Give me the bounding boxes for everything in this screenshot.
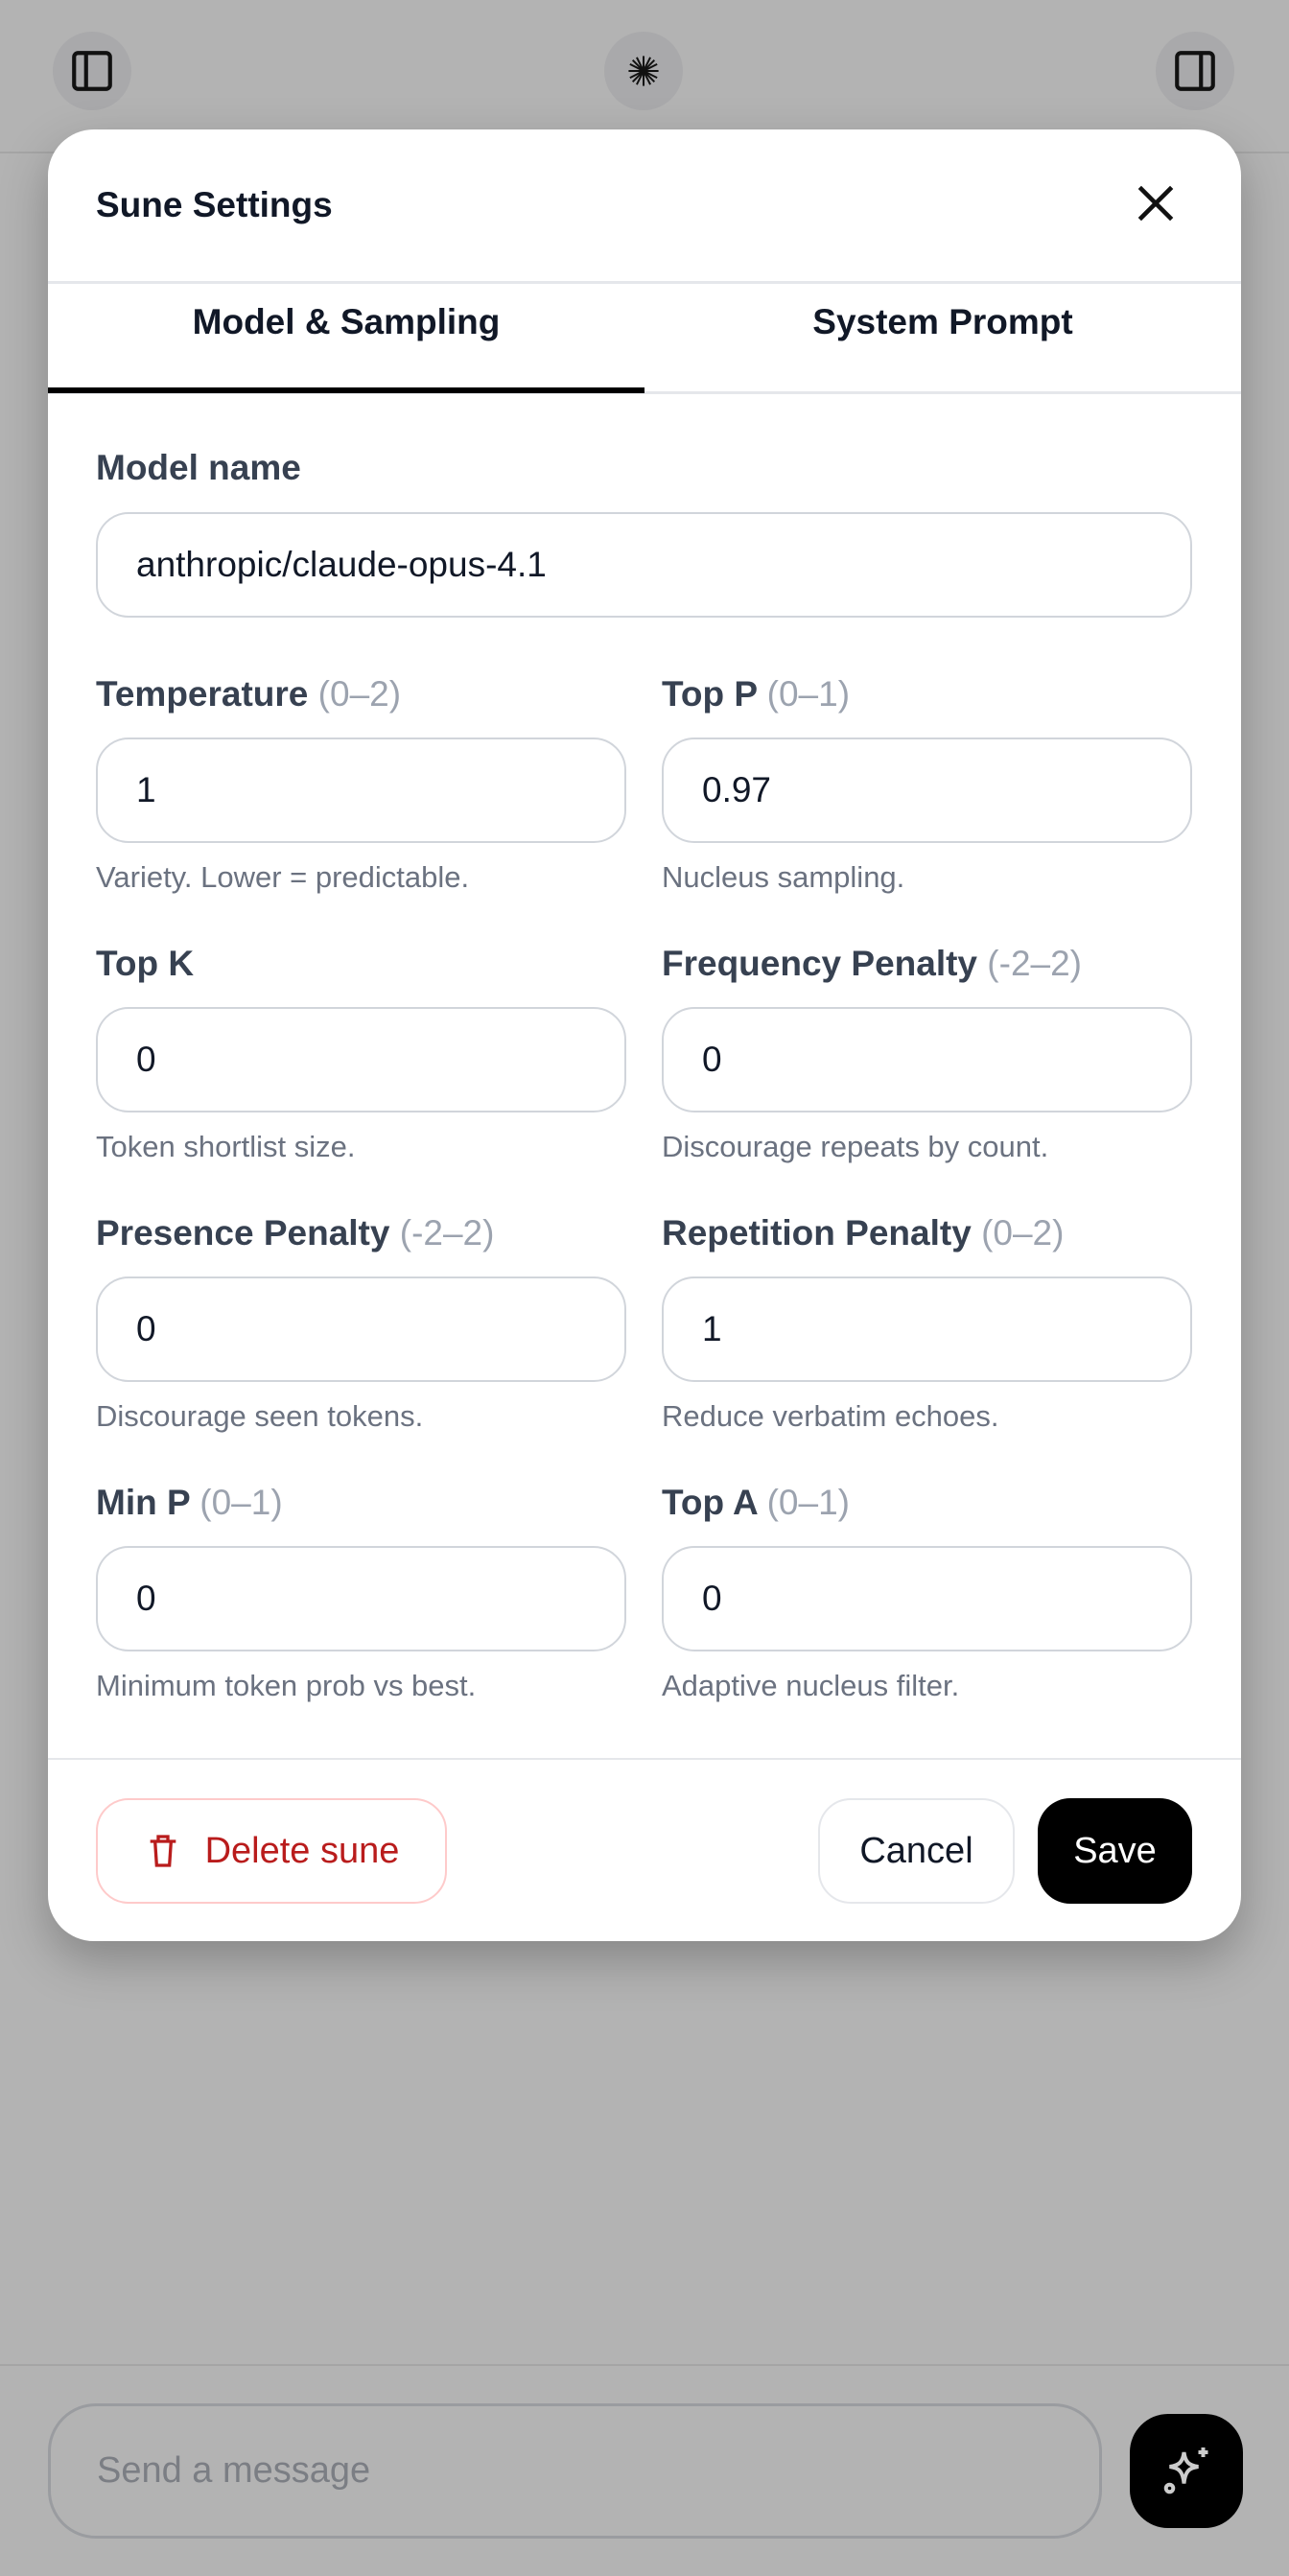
sidebar-left-icon bbox=[72, 51, 112, 91]
repetition-penalty-label: Repetition Penalty (0–2) bbox=[662, 1213, 1064, 1253]
top-k-label-text: Top K bbox=[96, 944, 195, 983]
top-p-range: (0–1) bbox=[766, 674, 851, 714]
repetition-penalty-range: (0–2) bbox=[981, 1213, 1065, 1253]
delete-sune-label: Delete sune bbox=[204, 1830, 400, 1871]
message-placeholder: Send a message bbox=[97, 2450, 371, 2491]
top-a-label-text: Top A bbox=[662, 1483, 758, 1522]
message-input[interactable]: Send a message bbox=[48, 2403, 1102, 2539]
footer-divider bbox=[48, 1758, 1241, 1760]
top-a-hint: Adaptive nucleus filter. bbox=[662, 1669, 960, 1702]
top-p-label-text: Top P bbox=[662, 674, 758, 714]
close-icon[interactable] bbox=[1132, 179, 1180, 227]
frequency-penalty-hint: Discourage repeats by count. bbox=[662, 1130, 1049, 1163]
temperature-label-text: Temperature bbox=[96, 674, 309, 714]
frequency-penalty-range: (-2–2) bbox=[987, 944, 1082, 983]
min-p-label-text: Min P bbox=[96, 1483, 190, 1522]
repetition-penalty-label-text: Repetition Penalty bbox=[662, 1213, 972, 1253]
cancel-button[interactable]: Cancel bbox=[818, 1798, 1015, 1904]
top-a-input[interactable]: 0 bbox=[662, 1546, 1192, 1651]
frequency-penalty-input[interactable]: 0 bbox=[662, 1007, 1192, 1112]
min-p-label: Min P (0–1) bbox=[96, 1483, 283, 1523]
frequency-penalty-label-text: Frequency Penalty bbox=[662, 944, 978, 983]
temperature-hint: Variety. Lower = predictable. bbox=[96, 860, 470, 894]
tab-model-sampling[interactable]: Model & Sampling bbox=[192, 302, 501, 341]
top-k-label: Top K bbox=[96, 944, 194, 984]
presence-penalty-range: (-2–2) bbox=[399, 1213, 495, 1253]
top-a-label: Top A (0–1) bbox=[662, 1483, 850, 1523]
dialog-title: Sune Settings bbox=[96, 185, 333, 224]
sparkles-icon bbox=[1163, 2447, 1208, 2494]
presence-penalty-label-text: Presence Penalty bbox=[96, 1213, 390, 1253]
tab-system-prompt[interactable]: System Prompt bbox=[812, 302, 1073, 341]
min-p-range: (0–1) bbox=[199, 1483, 283, 1522]
model-name-input[interactable]: anthropic/claude-opus-4.1 bbox=[96, 512, 1192, 618]
starburst-logo-icon bbox=[628, 56, 659, 86]
composer-divider bbox=[0, 2364, 1289, 2366]
min-p-input[interactable]: 0 bbox=[96, 1546, 626, 1651]
repetition-penalty-input[interactable]: 1 bbox=[662, 1276, 1192, 1382]
top-p-label: Top P (0–1) bbox=[662, 674, 850, 714]
sparkle-button[interactable] bbox=[1130, 2414, 1243, 2528]
delete-sune-button[interactable]: Delete sune bbox=[96, 1798, 447, 1904]
top-p-hint: Nucleus sampling. bbox=[662, 860, 905, 894]
temperature-range: (0–2) bbox=[317, 674, 402, 714]
header-divider bbox=[48, 281, 1241, 284]
repetition-penalty-hint: Reduce verbatim echoes. bbox=[662, 1399, 999, 1433]
trash-icon bbox=[150, 1835, 176, 1867]
toggle-right-sidebar-button[interactable] bbox=[1156, 32, 1234, 110]
presence-penalty-hint: Discourage seen tokens. bbox=[96, 1399, 424, 1433]
presence-penalty-input[interactable]: 0 bbox=[96, 1276, 626, 1382]
temperature-input[interactable]: 1 bbox=[96, 738, 626, 843]
sune-logo-button[interactable] bbox=[604, 32, 683, 110]
toggle-left-sidebar-button[interactable] bbox=[53, 32, 131, 110]
active-tab-indicator bbox=[48, 387, 644, 393]
temperature-label: Temperature (0–2) bbox=[96, 674, 401, 714]
save-button[interactable]: Save bbox=[1038, 1798, 1192, 1904]
top-a-range: (0–1) bbox=[766, 1483, 850, 1522]
top-p-input[interactable]: 0.97 bbox=[662, 738, 1192, 843]
min-p-hint: Minimum token prob vs best. bbox=[96, 1669, 477, 1702]
top-k-hint: Token shortlist size. bbox=[96, 1130, 356, 1163]
top-k-input[interactable]: 0 bbox=[96, 1007, 626, 1112]
presence-penalty-label: Presence Penalty (-2–2) bbox=[96, 1213, 494, 1253]
frequency-penalty-label: Frequency Penalty (-2–2) bbox=[662, 944, 1082, 984]
sune-settings-dialog: Sune Settings Model & Sampling System Pr… bbox=[48, 129, 1241, 1941]
sidebar-right-icon bbox=[1175, 51, 1215, 91]
tabs-divider bbox=[48, 391, 1241, 394]
model-name-label: Model name bbox=[96, 448, 301, 487]
